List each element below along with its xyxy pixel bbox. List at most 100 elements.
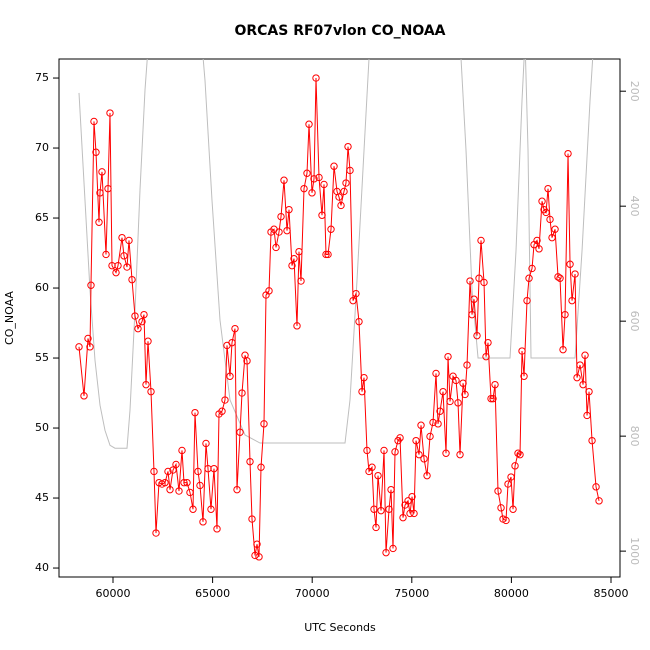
x-tick-label: 65000: [195, 587, 230, 600]
data-point: [456, 450, 464, 459]
data-point: [228, 338, 236, 347]
data-point: [290, 254, 298, 263]
data-point: [507, 473, 515, 481]
data-point: [470, 295, 478, 303]
data-point: [87, 281, 95, 289]
data-point: [202, 439, 210, 448]
data-point: [322, 250, 330, 259]
data-point: [213, 525, 221, 533]
data-point: [592, 483, 600, 491]
data-point: [140, 310, 148, 319]
data-point: [150, 467, 158, 476]
data-point: [138, 317, 146, 326]
data-point: [178, 446, 186, 455]
data-point: [511, 462, 519, 470]
data-point: [207, 505, 215, 513]
data-point: [484, 338, 492, 347]
data-point: [548, 233, 556, 242]
y2-tick-label: 200: [628, 81, 641, 102]
data-point: [125, 236, 133, 245]
data-point: [164, 467, 172, 476]
data-point: [459, 379, 467, 387]
data-point: [410, 509, 418, 518]
data-point: [415, 450, 423, 459]
data-point: [588, 436, 596, 445]
data-point: [106, 109, 114, 117]
data-point: [473, 331, 481, 340]
data-point: [310, 175, 318, 183]
data-point: [175, 487, 183, 495]
data-point: [399, 513, 407, 522]
data-point: [248, 515, 256, 523]
y-tick-label: 50: [35, 421, 49, 434]
data-point: [169, 466, 177, 474]
data-point: [583, 411, 591, 420]
y-tick-label: 65: [35, 211, 49, 224]
data-point: [452, 376, 460, 385]
data-point: [439, 387, 447, 396]
data-point: [374, 471, 382, 480]
data-point: [86, 343, 94, 351]
data-point: [199, 518, 207, 526]
data-point: [477, 236, 485, 245]
data-point: [363, 446, 371, 455]
data-point: [487, 394, 495, 403]
data-point: [275, 228, 283, 236]
data-point: [123, 263, 131, 271]
data-point: [288, 261, 296, 270]
data-point: [518, 347, 526, 355]
data-point: [544, 184, 552, 193]
data-point: [246, 457, 254, 466]
data-point: [166, 485, 174, 494]
data-point: [523, 296, 531, 305]
data-point: [257, 463, 265, 471]
data-point: [372, 523, 380, 532]
data-point: [404, 497, 412, 505]
data-point: [318, 211, 326, 219]
data-point: [344, 142, 352, 151]
chart-title: ORCAS RF07vlon CO_NOAA: [234, 23, 445, 39]
data-point: [466, 277, 474, 285]
y-tick-label: 60: [35, 281, 49, 294]
data-point: [352, 289, 360, 298]
data-point: [509, 505, 517, 513]
data-point: [463, 361, 471, 369]
data-point: [114, 261, 122, 270]
data-point: [335, 193, 343, 201]
data-point: [297, 277, 305, 285]
data-point: [502, 516, 510, 525]
data-point: [355, 317, 363, 326]
data-point: [320, 180, 328, 189]
data-point: [340, 187, 348, 196]
data-point: [161, 478, 169, 487]
data-point: [542, 208, 550, 217]
data-point: [429, 418, 437, 427]
y-tick-label: 45: [35, 491, 49, 504]
x-tick-label: 75000: [394, 587, 429, 600]
data-point: [514, 449, 522, 457]
data-point: [147, 387, 155, 396]
data-point: [243, 357, 251, 365]
data-point: [576, 361, 584, 369]
data-point: [579, 380, 587, 389]
data-point: [349, 296, 357, 305]
data-point: [95, 218, 103, 226]
data-point: [144, 337, 152, 345]
data-point: [84, 334, 92, 343]
data-point: [118, 233, 126, 242]
data-point: [280, 176, 288, 184]
data-point: [436, 407, 444, 415]
data-point: [90, 117, 98, 126]
data-point: [265, 287, 273, 295]
data-point: [194, 467, 202, 476]
data-point: [300, 184, 308, 193]
data-point: [303, 169, 311, 177]
data-point: [283, 226, 291, 235]
data-point: [480, 278, 488, 287]
data-point: [186, 488, 194, 497]
data-point: [525, 274, 533, 282]
data-point: [370, 505, 378, 513]
data-point: [98, 168, 106, 176]
series-line: [78, 78, 600, 557]
